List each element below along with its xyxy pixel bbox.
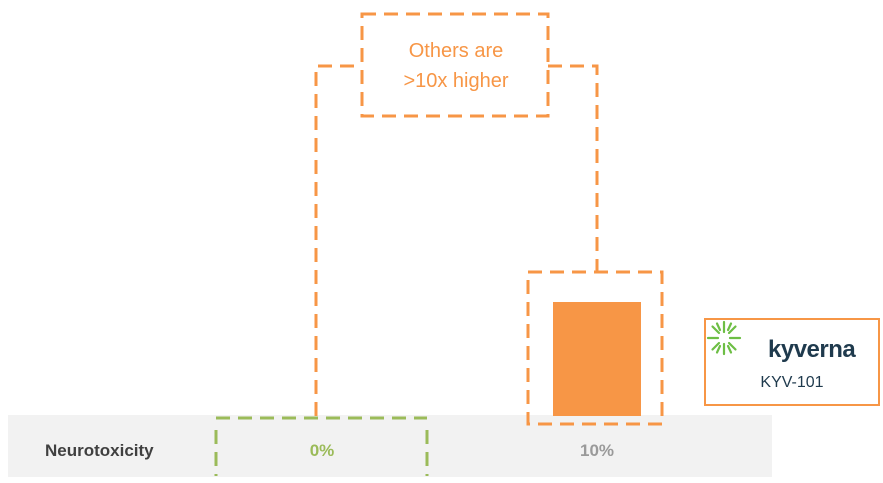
bar-kyv101 <box>553 302 641 416</box>
zero-percent-highlight-box <box>214 416 429 476</box>
bars-group <box>553 302 641 416</box>
callout-line-1: Others are <box>408 40 504 62</box>
callout-text: Others are >10x higher <box>363 36 549 96</box>
callout-box <box>360 12 550 118</box>
kyv101-highlight-box <box>526 270 664 426</box>
kyverna-brand-name: kyverna <box>768 336 856 363</box>
kyverna-logo-icon <box>706 320 742 356</box>
value-label-comparator: 0% <box>309 441 335 460</box>
callout-line-2: >10x higher <box>403 70 509 92</box>
right-connector-line <box>548 64 599 272</box>
category-label: Neurotoxicity <box>45 441 154 460</box>
legend-series-kyv101: KYV-101 <box>760 374 824 391</box>
left-connector-line <box>314 64 362 416</box>
category-row-background <box>8 415 772 477</box>
kyverna-legend-box: kyverna KYV-101 <box>704 318 880 406</box>
value-label-kyv101: 10% <box>579 441 615 460</box>
